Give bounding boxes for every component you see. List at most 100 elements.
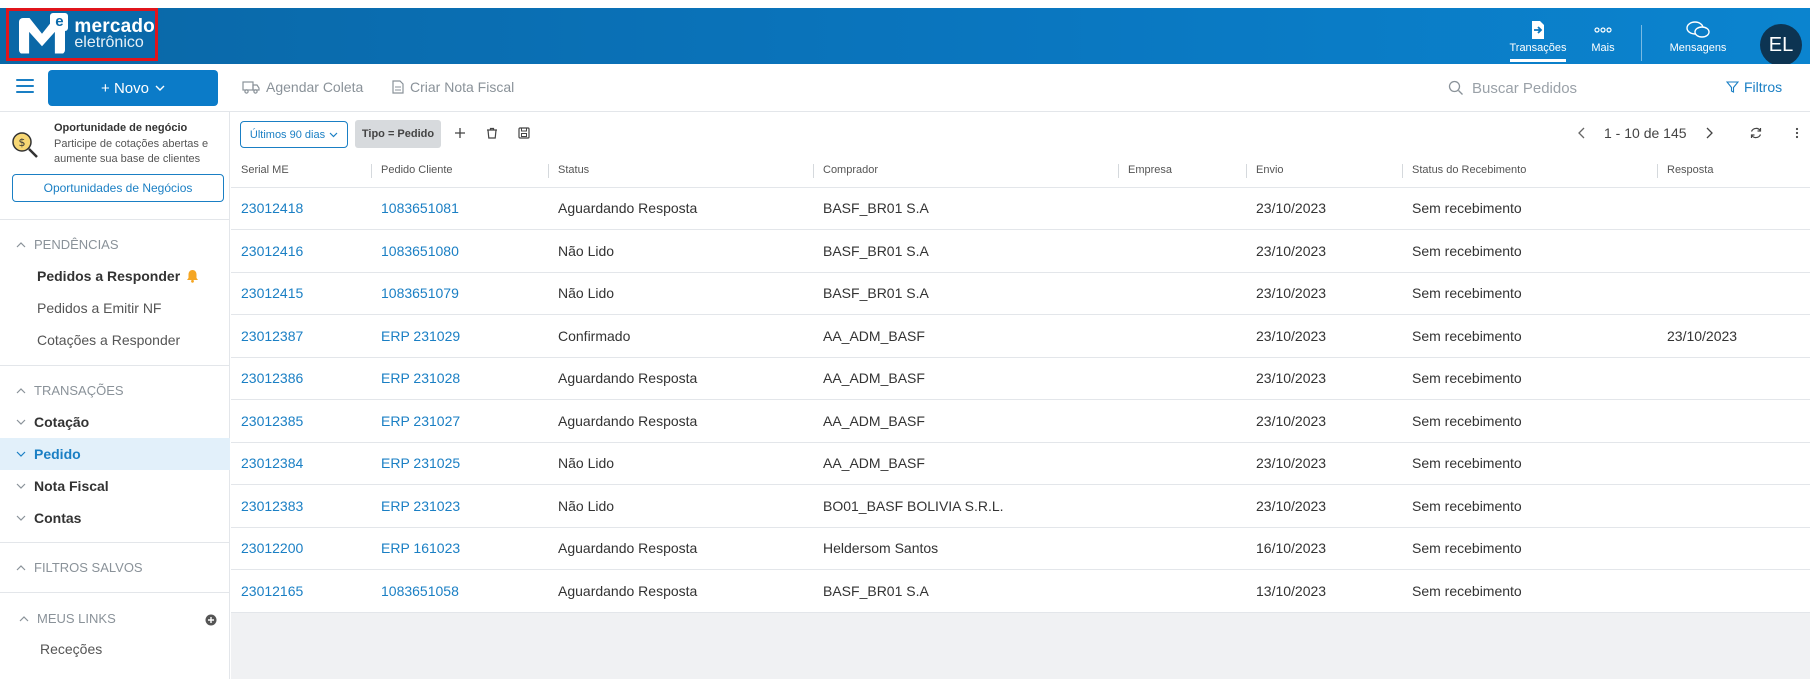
col-serial-me[interactable]: Serial ME bbox=[231, 154, 371, 188]
col-pedido-cliente[interactable]: Pedido Cliente bbox=[371, 154, 548, 188]
chevron-down-icon bbox=[16, 515, 26, 521]
create-invoice-button[interactable]: Criar Nota Fiscal bbox=[392, 79, 514, 95]
cell-serial-me[interactable]: 23012418 bbox=[231, 187, 371, 230]
col-resposta[interactable]: Resposta bbox=[1657, 154, 1810, 188]
table-row[interactable]: 23012165 1083651058 Aguardando Resposta BAS… bbox=[231, 569, 1810, 613]
table-row[interactable]: 23012383 ERP 231023 Não Lido BO01_BASF BOLI… bbox=[231, 484, 1810, 528]
cell-pedido-cliente[interactable]: ERP 231029 bbox=[371, 314, 548, 358]
table-row[interactable]: 23012200 ERP 161023 Aguardando Resposta Hel… bbox=[231, 527, 1810, 570]
cell-pedido-cliente[interactable]: 1083651058 bbox=[371, 569, 548, 613]
cell-comprador: BASF_BR01 S.A bbox=[813, 272, 1118, 315]
logo-text-line2: eletrônico bbox=[74, 33, 144, 51]
cell-status-recebimento: Sem recebimento bbox=[1402, 187, 1657, 230]
table-header-row: Serial ME Pedido Cliente Status Comprado… bbox=[231, 154, 1810, 188]
add-link-icon[interactable] bbox=[205, 614, 217, 626]
cell-envio: 23/10/2023 bbox=[1246, 187, 1402, 230]
cell-empresa bbox=[1118, 314, 1246, 358]
cell-resposta bbox=[1657, 527, 1810, 570]
chevron-up-icon bbox=[16, 241, 26, 247]
col-status-recebimento[interactable]: Status do Recebimento bbox=[1402, 154, 1657, 188]
nav-transacoes[interactable]: Transações bbox=[1508, 18, 1568, 62]
chevron-left-icon[interactable] bbox=[1578, 127, 1586, 139]
new-button[interactable]: + Novo bbox=[48, 70, 218, 106]
cell-status-recebimento: Sem recebimento bbox=[1402, 399, 1657, 443]
cell-comprador: AA_ADM_BASF bbox=[813, 442, 1118, 485]
col-comprador[interactable]: Comprador bbox=[813, 154, 1118, 188]
filter-tag-tipo[interactable]: Tipo = Pedido bbox=[355, 120, 441, 148]
cell-pedido-cliente[interactable]: ERP 231028 bbox=[371, 357, 548, 400]
cell-serial-me[interactable]: 23012165 bbox=[231, 569, 371, 613]
schedule-pickup-button[interactable]: Agendar Coleta bbox=[242, 79, 363, 95]
sidebar-item-cotacao[interactable]: Cotação bbox=[0, 406, 230, 438]
user-avatar[interactable]: EL bbox=[1760, 24, 1802, 66]
cell-comprador: BASF_BR01 S.A bbox=[813, 229, 1118, 273]
opportunity-description: Participe de cotações abertas e aumente … bbox=[54, 138, 209, 165]
add-filter-icon[interactable] bbox=[453, 126, 467, 140]
cell-serial-me[interactable]: 23012200 bbox=[231, 527, 371, 570]
cell-empresa bbox=[1118, 229, 1246, 273]
hamburger-menu-icon[interactable] bbox=[16, 79, 34, 93]
cell-serial-me[interactable]: 23012385 bbox=[231, 399, 371, 443]
period-dropdown[interactable]: Últimos 90 dias bbox=[240, 121, 348, 148]
nav-mensagens[interactable]: Mensagens bbox=[1666, 18, 1730, 54]
table-row[interactable]: 23012416 1083651080 Não Lido BASF_BR01 S.A 2… bbox=[231, 229, 1810, 273]
sidebar-item-pedidos-a-emitir-nf[interactable]: Pedidos a Emitir NF bbox=[37, 300, 162, 316]
table-row[interactable]: 23012386 ERP 231028 Aguardando Resposta AA_… bbox=[231, 357, 1810, 400]
save-filter-icon[interactable] bbox=[517, 126, 531, 140]
table-row[interactable]: 23012415 1083651079 Não Lido BASF_BR01 S.A 2… bbox=[231, 272, 1810, 315]
trash-icon[interactable] bbox=[485, 126, 499, 140]
refresh-icon[interactable] bbox=[1749, 126, 1763, 140]
col-envio[interactable]: Envio bbox=[1246, 154, 1402, 188]
svg-text:$: $ bbox=[19, 136, 26, 149]
search-input[interactable] bbox=[1472, 79, 1692, 97]
kebab-menu-icon[interactable] bbox=[1795, 127, 1799, 139]
cell-serial-me[interactable]: 23012384 bbox=[231, 442, 371, 485]
sidebar-item-contas[interactable]: Contas bbox=[0, 502, 230, 534]
cell-comprador: BASF_BR01 S.A bbox=[813, 569, 1118, 613]
cell-serial-me[interactable]: 23012383 bbox=[231, 484, 371, 528]
section-transacoes[interactable]: TRANSAÇÕES bbox=[16, 383, 124, 398]
cell-pedido-cliente[interactable]: 1083651079 bbox=[371, 272, 548, 315]
section-filtros-salvos[interactable]: FILTROS SALVOS bbox=[16, 560, 143, 575]
cell-resposta bbox=[1657, 187, 1810, 230]
sidebar-item-cotacoes-a-responder[interactable]: Cotações a Responder bbox=[37, 332, 181, 348]
cell-pedido-cliente[interactable]: 1083651081 bbox=[371, 187, 548, 230]
col-status[interactable]: Status bbox=[548, 154, 813, 188]
table-row[interactable]: 23012385 ERP 231027 Aguardando Resposta AA_… bbox=[231, 399, 1810, 443]
filters-button[interactable]: Filtros bbox=[1726, 79, 1782, 95]
cell-pedido-cliente[interactable]: ERP 231027 bbox=[371, 399, 548, 443]
sidebar-item-recepcoes[interactable]: Receções bbox=[40, 641, 103, 657]
table-row[interactable]: 23012387 ERP 231029 Confirmado AA_ADM_BASF 2… bbox=[231, 314, 1810, 358]
cell-serial-me[interactable]: 23012415 bbox=[231, 272, 371, 315]
orders-table: Serial ME Pedido Cliente Status Comprado… bbox=[231, 154, 1810, 613]
section-meus-links[interactable]: MEUS LINKS bbox=[19, 611, 116, 626]
cell-pedido-cliente[interactable]: 1083651080 bbox=[371, 229, 548, 273]
cell-pedido-cliente[interactable]: ERP 231023 bbox=[371, 484, 548, 528]
nav-mais[interactable]: Mais bbox=[1587, 18, 1619, 54]
cell-serial-me[interactable]: 23012386 bbox=[231, 357, 371, 400]
sidebar: $ Oportunidade de negócio Participe de c… bbox=[0, 112, 230, 679]
chevron-down-icon bbox=[329, 132, 338, 137]
table-row[interactable]: 23012418 1083651081 Aguardando Resposta BAS… bbox=[231, 187, 1810, 230]
cell-serial-me[interactable]: 23012416 bbox=[231, 229, 371, 273]
cell-status: Não Lido bbox=[548, 442, 813, 485]
section-pendencias[interactable]: PENDÊNCIAS bbox=[16, 237, 119, 252]
cell-empresa bbox=[1118, 569, 1246, 613]
cell-pedido-cliente[interactable]: ERP 231025 bbox=[371, 442, 548, 485]
cell-serial-me[interactable]: 23012387 bbox=[231, 314, 371, 358]
opportunities-button[interactable]: Oportunidades de Negócios bbox=[12, 174, 224, 202]
table-row[interactable]: 23012384 ERP 231025 Não Lido AA_ADM_BASF 23/… bbox=[231, 442, 1810, 485]
chevron-up-icon bbox=[16, 564, 26, 570]
sidebar-item-pedido[interactable]: Pedido bbox=[0, 438, 230, 470]
logo[interactable]: e mercado eletrônico bbox=[6, 8, 158, 61]
cell-envio: 23/10/2023 bbox=[1246, 442, 1402, 485]
col-empresa[interactable]: Empresa bbox=[1118, 154, 1246, 188]
cell-resposta bbox=[1657, 442, 1810, 485]
chevron-right-icon[interactable] bbox=[1705, 127, 1713, 139]
cell-resposta bbox=[1657, 229, 1810, 273]
cell-empresa bbox=[1118, 187, 1246, 230]
sidebar-item-nota-fiscal[interactable]: Nota Fiscal bbox=[0, 470, 230, 502]
sidebar-item-pedidos-a-responder[interactable]: Pedidos a Responder bbox=[0, 262, 230, 290]
cell-status: Aguardando Resposta bbox=[548, 399, 813, 443]
cell-pedido-cliente[interactable]: ERP 161023 bbox=[371, 527, 548, 570]
